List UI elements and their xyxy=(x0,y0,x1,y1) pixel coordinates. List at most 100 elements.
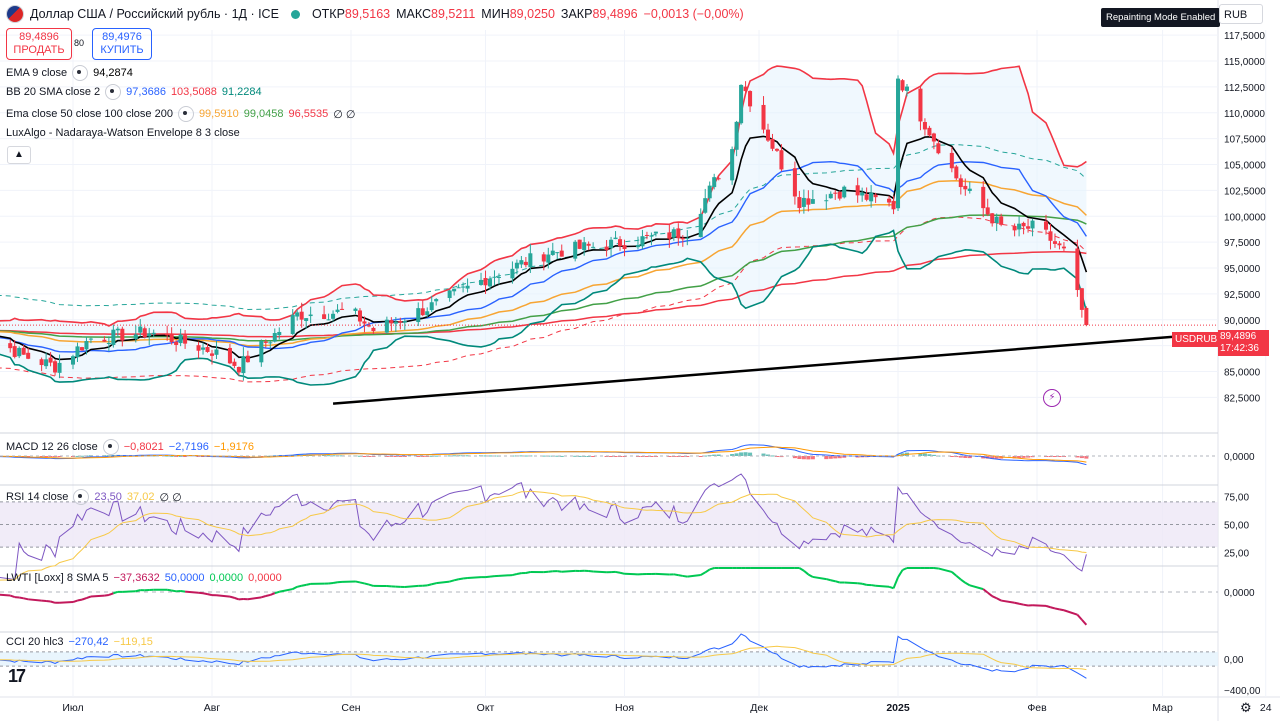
lwti-segment xyxy=(834,580,841,584)
legend-lwti[interactable]: LWTI [Loxx] 8 SMA 5 −37,3632 50,0000 0,0… xyxy=(6,572,282,584)
candle xyxy=(366,325,371,327)
market-status-icon xyxy=(290,9,300,19)
lwti-segment xyxy=(247,596,262,601)
macd-histogram-bar xyxy=(573,455,578,457)
lwti-segment xyxy=(830,579,836,583)
candle xyxy=(465,285,470,289)
lwti-segment xyxy=(964,581,971,587)
visibility-eye-icon[interactable] xyxy=(73,489,90,505)
time-tick-label: 2025 xyxy=(886,702,910,714)
candle xyxy=(483,278,488,286)
candle xyxy=(174,341,179,345)
sell-button[interactable]: 89,4896 ПРОДАТЬ xyxy=(6,28,72,60)
lwti-segment xyxy=(108,592,114,596)
legend-ema9[interactable]: EMA 9 close 94,2874 xyxy=(6,65,133,81)
visibility-eye-icon[interactable] xyxy=(177,106,194,122)
candle xyxy=(8,343,13,349)
time-axis[interactable]: Июл Авг Сен Окт Ноя Дек 2025 Фев Мар 24 xyxy=(62,702,1271,714)
bb-lower-line xyxy=(0,229,1088,386)
legend-luxalgo[interactable]: LuxAlgo - Nadaraya-Watson Envelope 8 3 c… xyxy=(6,127,240,139)
lwti-segment xyxy=(59,601,74,604)
macd-histogram-bar xyxy=(1075,456,1080,458)
candle xyxy=(644,234,649,236)
legend-lwti-v4: 0,0000 xyxy=(248,572,282,584)
gear-icon[interactable]: ⚙ xyxy=(1240,700,1252,715)
candle xyxy=(806,198,811,205)
candle xyxy=(698,213,703,238)
legend-rsi[interactable]: RSI 14 close 23,50 37,02 ∅ ∅ xyxy=(6,489,182,505)
indicator-lines xyxy=(0,65,1218,386)
legend-ema3-name: Ema close 50 close 100 close 200 xyxy=(6,108,173,120)
candle xyxy=(111,329,116,345)
tradingview-logo[interactable]: 17 xyxy=(8,666,26,686)
collapse-legend-button[interactable]: ▲ xyxy=(7,146,31,164)
visibility-eye-icon[interactable] xyxy=(72,65,89,81)
candle xyxy=(774,148,779,151)
macd-histogram-bar xyxy=(26,456,31,457)
pane-tick-label: −400,00 xyxy=(1224,686,1261,697)
candle xyxy=(797,197,802,208)
lwti-segment xyxy=(619,571,625,575)
candle xyxy=(801,197,806,207)
candle xyxy=(178,334,183,344)
price-axis[interactable]: 117,5000 115,0000 112,5000 110,0000 107,5000… xyxy=(1224,31,1266,697)
lwti-segment xyxy=(202,592,208,596)
candle xyxy=(142,328,147,338)
macd-histogram-bar xyxy=(770,455,775,457)
lwti-segment xyxy=(624,572,639,576)
indicator-panes xyxy=(0,432,1218,679)
visibility-eye-icon[interactable] xyxy=(102,439,119,455)
candle xyxy=(1079,288,1084,310)
legend-ema200: 96,5535 xyxy=(288,108,329,120)
candle xyxy=(887,198,892,203)
lwti-segment xyxy=(1059,608,1065,612)
trendline[interactable] xyxy=(332,335,1173,405)
legend-cci[interactable]: CCI 20 hlc3 −270,42 −119,15 xyxy=(6,636,153,648)
envelope-lower-line xyxy=(0,216,1087,383)
candle xyxy=(900,80,905,91)
lwti-segment xyxy=(996,597,1002,602)
lwti-segment xyxy=(987,591,993,597)
macd-histogram-bar xyxy=(357,455,362,457)
envelope-fill xyxy=(0,66,1087,385)
lwti-segment xyxy=(951,571,957,577)
candle xyxy=(340,308,345,310)
lightning-icon[interactable]: ⚡ xyxy=(1043,389,1061,407)
candle xyxy=(559,250,564,257)
macd-histogram-bar xyxy=(169,455,174,457)
candle xyxy=(546,254,551,263)
lwti-segment xyxy=(593,570,607,574)
candle xyxy=(842,186,847,198)
candle xyxy=(618,239,623,247)
lwti-segment xyxy=(844,581,858,585)
lwti-segment xyxy=(673,573,679,577)
lwti-segment xyxy=(113,590,119,595)
candle xyxy=(765,129,771,141)
visibility-eye-icon[interactable] xyxy=(105,84,122,100)
candles[interactable] xyxy=(0,75,1089,381)
macd-histogram-bar xyxy=(1052,456,1057,457)
legend-ema3[interactable]: Ema close 50 close 100 close 200 99,5910… xyxy=(6,106,355,122)
candle xyxy=(990,213,995,224)
legend-bb[interactable]: BB 20 SMA close 2 97,3686 103,5088 91,22… xyxy=(6,84,262,100)
currency-select[interactable]: RUB xyxy=(1219,4,1263,24)
macd-histogram-bar xyxy=(967,456,972,459)
symbol-title[interactable]: Доллар США / Российский рубль · 1Д · ICE xyxy=(30,7,279,21)
legend-ema3-empty: ∅ ∅ xyxy=(333,108,356,121)
buy-button[interactable]: 89,4976 КУПИТЬ xyxy=(92,28,152,60)
candle xyxy=(227,347,232,364)
legend-macd[interactable]: MACD 12 26 close −0,8021 −2,7196 −1,9176 xyxy=(6,439,254,455)
lwti-segment xyxy=(1045,604,1051,609)
candle xyxy=(555,252,560,254)
spread-value: 80 xyxy=(74,38,85,48)
candle xyxy=(954,166,959,179)
lwti-segment xyxy=(498,574,513,577)
candle xyxy=(609,239,614,249)
macd-histogram-bar xyxy=(797,456,802,459)
envelope-upper-line xyxy=(0,144,1087,311)
lwti-segment xyxy=(812,575,827,581)
candle xyxy=(214,349,219,355)
candle xyxy=(918,88,923,122)
bb-upper-line xyxy=(0,65,1087,327)
